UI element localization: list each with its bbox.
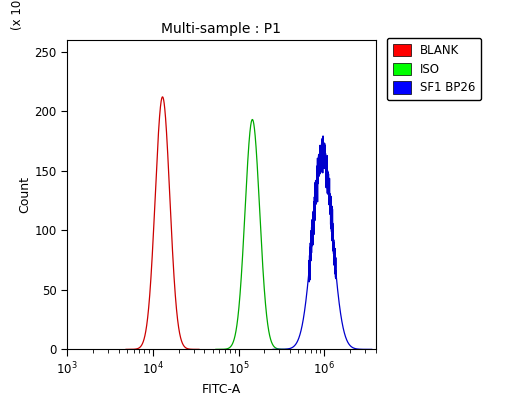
X-axis label: FITC-A: FITC-A [202,384,241,396]
Legend: BLANK, ISO, SF1 BP26: BLANK, ISO, SF1 BP26 [387,38,482,100]
Title: Multi-sample : P1: Multi-sample : P1 [161,22,282,36]
Y-axis label: Count: Count [19,176,31,213]
Text: (x 10¹): (x 10¹) [11,0,24,31]
